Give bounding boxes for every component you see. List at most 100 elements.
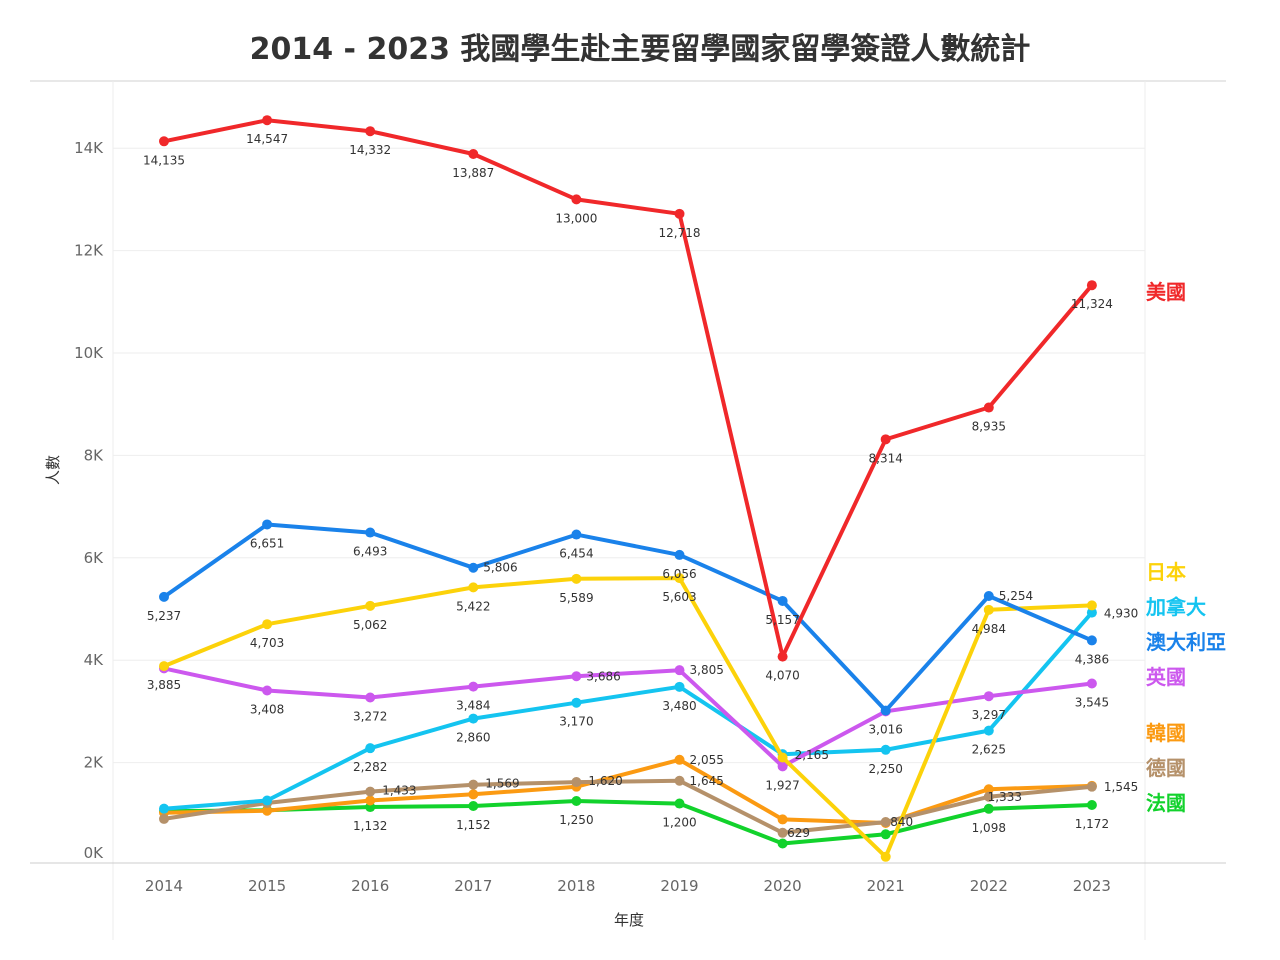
data-point — [262, 115, 273, 126]
data-label: 2,282 — [353, 760, 387, 774]
data-label: 4,930 — [1104, 607, 1138, 621]
data-point — [777, 651, 788, 662]
data-point — [468, 801, 479, 812]
data-point — [777, 814, 788, 825]
data-point — [468, 582, 479, 593]
data-label: 11,324 — [1071, 297, 1113, 311]
data-point — [880, 744, 891, 755]
data-label: 14,135 — [143, 153, 185, 167]
data-label: 5,237 — [147, 609, 181, 623]
x-tick-label: 2023 — [1073, 877, 1111, 895]
data-point — [674, 798, 685, 809]
data-point — [468, 148, 479, 159]
data-point — [262, 519, 273, 530]
data-point — [365, 786, 376, 797]
data-label: 12,718 — [659, 226, 701, 240]
series-line — [162, 576, 1094, 859]
data-point — [571, 777, 582, 788]
x-tick-label: 2015 — [248, 877, 286, 895]
data-label: 1,927 — [765, 778, 799, 792]
data-label: 5,422 — [456, 599, 490, 613]
y-tick-label: 12K — [74, 242, 104, 260]
data-point — [571, 194, 582, 205]
data-label: 4,386 — [1075, 652, 1109, 666]
data-label: 2,055 — [690, 753, 724, 767]
data-point — [365, 600, 376, 611]
chart-title: 2014 - 2023 我國學生赴主要留學國家留學簽證人數統計 — [249, 32, 1031, 67]
series-美國 — [159, 115, 1097, 662]
x-tick-label: 2018 — [557, 877, 595, 895]
data-point — [468, 713, 479, 724]
y-axis-label: 人數 — [44, 455, 62, 485]
data-label: 3,297 — [972, 708, 1006, 722]
data-point — [1086, 635, 1097, 646]
data-point — [983, 402, 994, 413]
data-point — [365, 743, 376, 754]
data-label: 1,545 — [1104, 780, 1138, 794]
data-label: 2,625 — [972, 743, 1006, 757]
data-point — [262, 619, 273, 630]
legend-item: 加拿大 — [1145, 595, 1206, 619]
data-label: 3,545 — [1075, 695, 1109, 709]
data-label: 840 — [890, 815, 913, 829]
data-point — [365, 527, 376, 538]
data-label: 1,152 — [456, 818, 490, 832]
x-tick-label: 2020 — [764, 877, 802, 895]
data-label: 3,170 — [559, 715, 593, 729]
data-point — [262, 805, 273, 816]
data-point — [674, 665, 685, 676]
y-tick-label: 14K — [74, 139, 104, 157]
data-point — [777, 752, 788, 763]
series-德國 — [159, 775, 1097, 838]
data-point — [880, 705, 891, 716]
data-point — [674, 573, 685, 584]
data-label: 3,885 — [147, 678, 181, 692]
series-line — [162, 610, 1094, 811]
legend-item: 德國 — [1146, 756, 1186, 780]
legend-item: 澳大利亞 — [1146, 630, 1226, 654]
data-label: 1,569 — [485, 777, 519, 791]
x-tick-label: 2014 — [145, 877, 183, 895]
data-point — [365, 692, 376, 703]
data-label: 4,070 — [765, 669, 799, 683]
data-label: 3,272 — [353, 709, 387, 723]
x-tick-label: 2022 — [970, 877, 1008, 895]
data-point — [571, 697, 582, 708]
data-point — [777, 838, 788, 849]
data-point — [468, 789, 479, 800]
x-tick-label: 2021 — [867, 877, 905, 895]
data-point — [674, 681, 685, 692]
data-label: 629 — [787, 826, 810, 840]
data-point — [880, 851, 891, 862]
data-point — [571, 671, 582, 682]
data-point — [983, 803, 994, 814]
series-line — [162, 522, 1094, 713]
data-label: 1,132 — [353, 819, 387, 833]
series-澳大利亞 — [159, 519, 1097, 716]
data-point — [571, 796, 582, 806]
data-point — [468, 681, 479, 692]
legend-item: 韓國 — [1146, 721, 1186, 745]
y-tick-label: 10K — [74, 344, 104, 362]
data-point — [571, 529, 582, 540]
data-label: 6,651 — [250, 536, 284, 550]
data-label: 4,984 — [972, 622, 1006, 636]
series-lines — [159, 115, 1097, 862]
data-label: 3,480 — [662, 699, 696, 713]
data-label: 5,254 — [999, 589, 1033, 603]
data-point — [983, 791, 994, 802]
series-日本 — [159, 573, 1097, 862]
data-point — [983, 725, 994, 736]
data-label: 5,603 — [662, 590, 696, 604]
data-point — [983, 784, 994, 795]
data-label: 2,250 — [869, 762, 903, 776]
legend-item: 法國 — [1146, 791, 1186, 815]
data-point — [468, 779, 479, 790]
data-point — [777, 595, 788, 606]
data-point — [1086, 678, 1097, 689]
data-point — [468, 562, 479, 573]
data-point — [159, 803, 169, 814]
y-tick-label: 6K — [84, 549, 105, 567]
